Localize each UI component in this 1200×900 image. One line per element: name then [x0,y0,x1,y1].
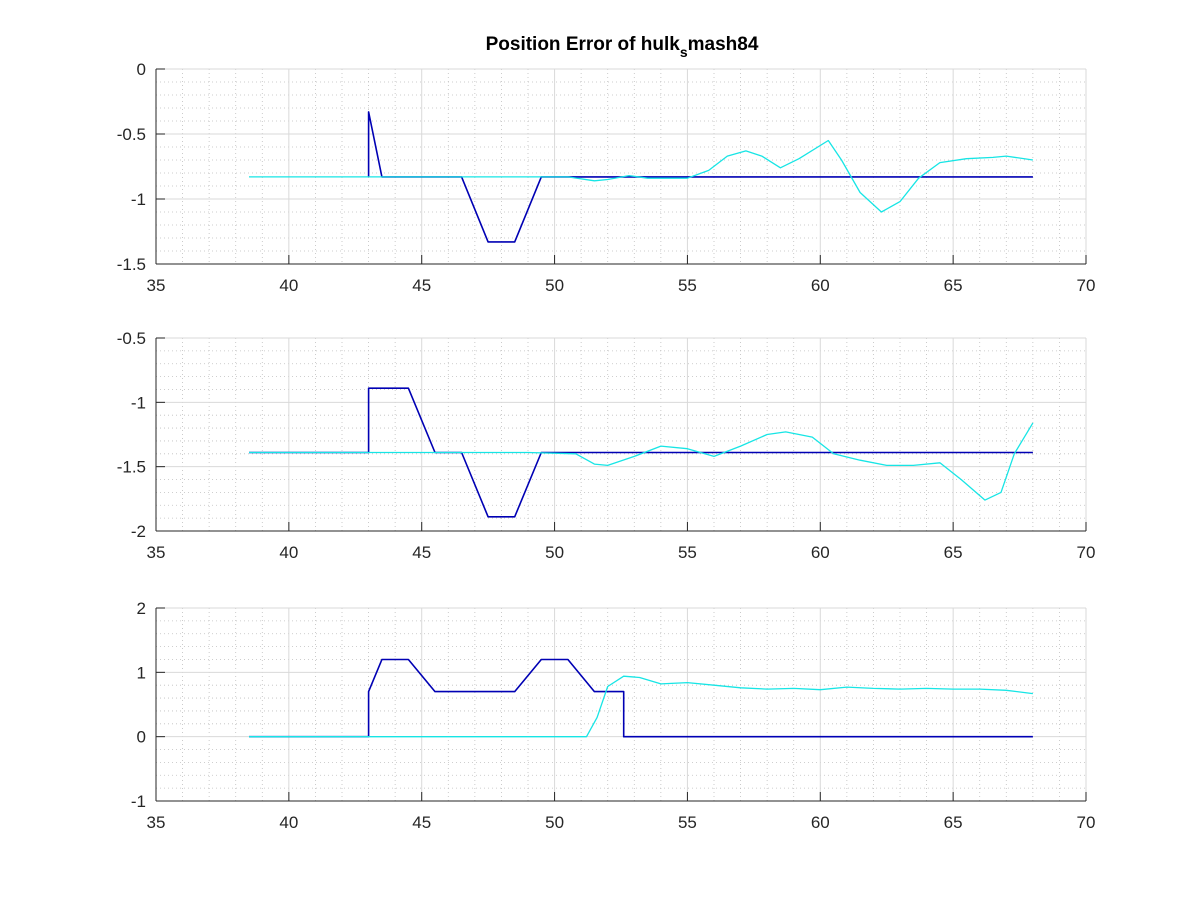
x-tick-label: 70 [1077,543,1096,562]
x-tick-label: 55 [678,543,697,562]
x-tick-label: 65 [944,543,963,562]
x-tick-label: 60 [811,276,830,295]
y-tick-label: -1 [131,190,146,209]
subplot-1: 35 40 45 50 55 60 65 70 0 -0.5 -1 -1.5 [117,60,1096,295]
x-tick-label: 70 [1077,276,1096,295]
x-tick-label: 55 [678,813,697,832]
y-tick-label: -1 [131,792,146,811]
y-tick-label: 2 [137,599,146,618]
x-tick-label: 70 [1077,813,1096,832]
actual-series-line [249,139,1033,213]
y-tick-label: -0.5 [117,329,146,348]
y-tick-label: 0 [137,60,146,79]
x-tick-label: 60 [811,543,830,562]
x-tick-label: 55 [678,276,697,295]
x-tick-label: 40 [279,543,298,562]
x-tick-label: 35 [147,543,166,562]
x-tick-label: 50 [545,813,564,832]
y-tick-label: -1.5 [117,255,146,274]
x-tick-label: 65 [944,276,963,295]
x-tick-label: 40 [279,276,298,295]
title-prefix: Position Error of hulk [486,34,681,55]
actual-series-line [249,422,1034,501]
x-tick-label: 45 [412,813,431,832]
x-tick-label: 40 [279,813,298,832]
x-tick-label: 60 [811,813,830,832]
reference-series-line [367,111,1033,243]
title-subscript: s [680,44,688,60]
subplot-3: 35 40 45 50 55 60 65 70 2 1 0 -1 [131,599,1096,832]
x-tick-label: 50 [545,276,564,295]
actual-series-line [249,675,1033,738]
y-tick-label: 1 [137,663,146,682]
x-tick-label: 45 [412,276,431,295]
subplot-2: 35 40 45 50 55 60 65 70 -0.5 -1 -1.5 -2 [117,329,1096,562]
y-tick-label: 0 [137,728,146,747]
reference-series-line [249,658,1033,738]
x-tick-label: 35 [147,276,166,295]
x-tick-label: 65 [944,813,963,832]
y-tick-label: -1 [131,393,146,412]
x-tick-label: 45 [412,543,431,562]
y-tick-label: -2 [131,522,146,541]
y-tick-label: -1.5 [117,458,146,477]
x-tick-label: 50 [545,543,564,562]
title-suffix: mash84 [688,34,759,55]
x-tick-label: 35 [147,813,166,832]
y-tick-label: -0.5 [117,125,146,144]
chart-title: Position Error of hulksmash84 [486,34,759,60]
